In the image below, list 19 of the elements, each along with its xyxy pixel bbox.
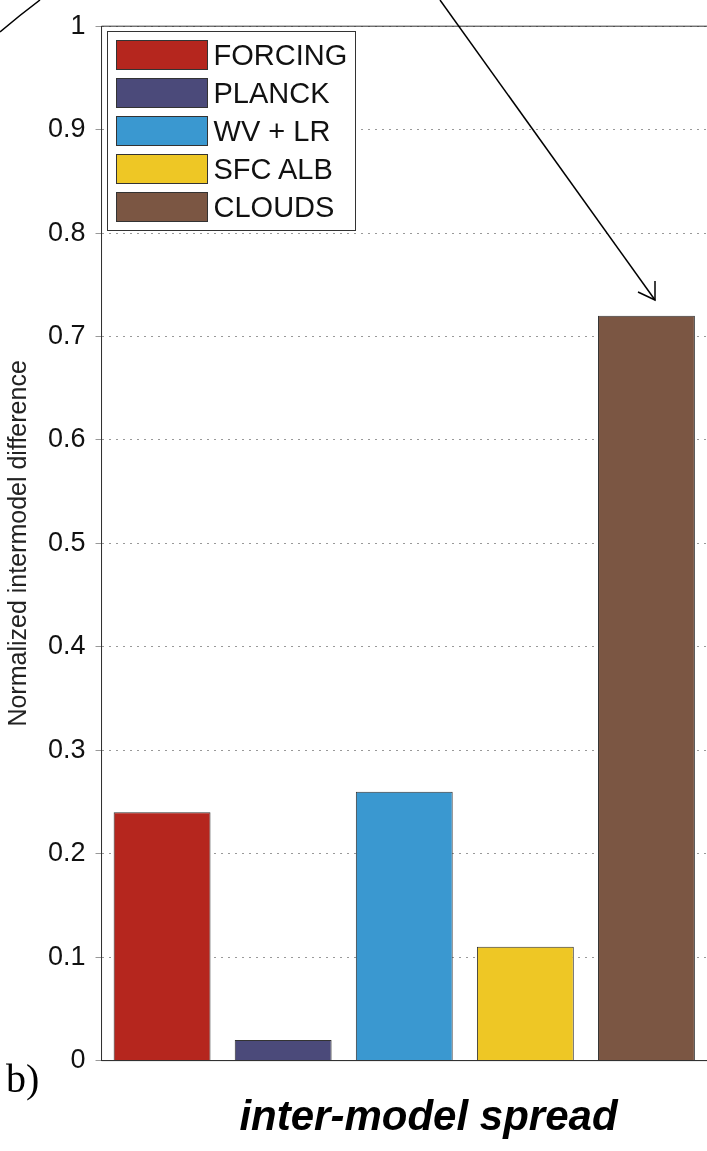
y-tick-label: 0.3	[47, 733, 86, 764]
legend-label: CLOUDS	[213, 190, 335, 224]
legend-label: FORCING	[213, 38, 348, 72]
y-tick-label: 0	[70, 1044, 86, 1075]
y-tick-label: 0.6	[47, 423, 86, 454]
y-tick-label: 0.5	[47, 526, 86, 557]
legend-label: SFC ALB	[213, 152, 333, 186]
x-axis-title: inter-model spread	[238, 1092, 620, 1140]
y-tick-label: 1	[70, 9, 86, 40]
y-tick-label: 0.4	[47, 630, 86, 661]
legend-label: WV + LR	[213, 114, 331, 148]
text: b)	[6, 1055, 40, 1102]
y-axis-title: Normalized intermodel difference	[2, 360, 31, 727]
legend-label: PLANCK	[213, 76, 330, 110]
y-tick-label: 0.7	[47, 319, 86, 350]
y-tick-label: 0.8	[47, 216, 86, 247]
y-tick-label: 0.1	[47, 940, 86, 971]
y-tick-label: 0.2	[47, 837, 86, 868]
y-tick-label: 0.9	[47, 113, 86, 144]
